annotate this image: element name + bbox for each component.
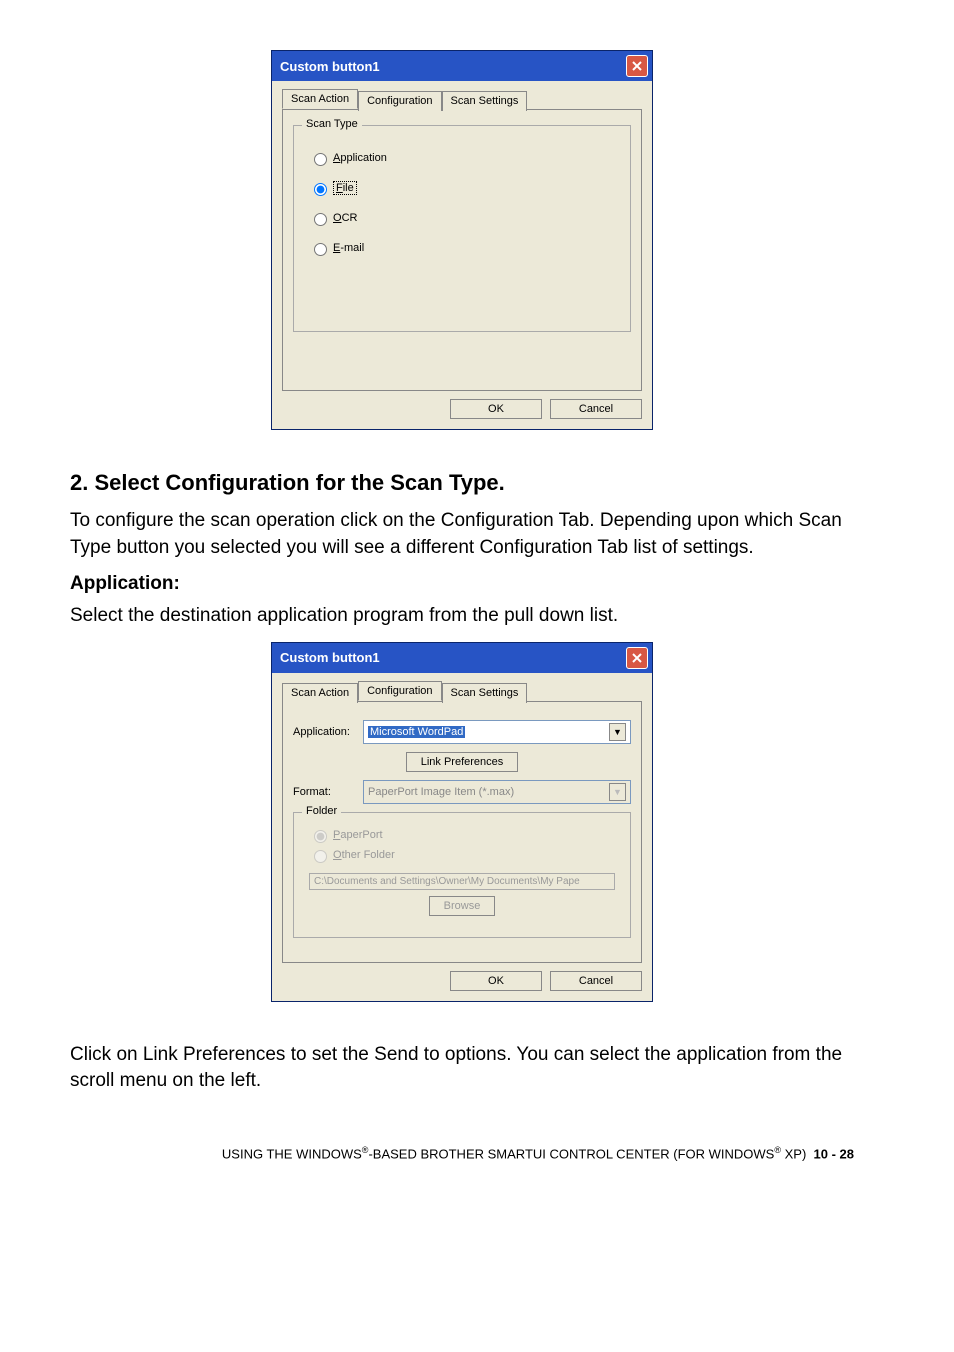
radio-input-other bbox=[314, 850, 327, 863]
radio-label: E-mail bbox=[333, 242, 364, 254]
button-row: OK Cancel bbox=[282, 971, 642, 991]
radio-input-ocr[interactable] bbox=[314, 213, 327, 226]
radio-input-paperport bbox=[314, 830, 327, 843]
radio-label: Application bbox=[333, 152, 387, 164]
radio-ocr[interactable]: OCR bbox=[309, 210, 615, 226]
ok-button[interactable]: OK bbox=[450, 399, 542, 419]
cancel-button[interactable]: Cancel bbox=[550, 971, 642, 991]
page-footer: USING THE WINDOWS ®-BASED BROTHER SMARTUI… bbox=[70, 1145, 854, 1161]
radio-other-folder: Other Folder bbox=[309, 847, 615, 863]
tab-configuration[interactable]: Configuration bbox=[358, 91, 441, 111]
close-icon[interactable] bbox=[626, 55, 648, 77]
close-icon[interactable] bbox=[626, 647, 648, 669]
radio-input-application[interactable] bbox=[314, 153, 327, 166]
dialog-body: Scan Action Configuration Scan Settings … bbox=[272, 81, 652, 429]
radio-paperport: PaperPort bbox=[309, 827, 615, 843]
sub-heading: Application: bbox=[70, 573, 854, 595]
radio-label: OCR bbox=[333, 212, 357, 224]
format-row: Format: PaperPort Image Item (*.max) ▼ bbox=[293, 780, 631, 804]
browse-button: Browse bbox=[429, 896, 496, 916]
footer-text-mid: -BASED BROTHER SMARTUI CONTROL CENTER (F… bbox=[368, 1146, 774, 1161]
groupbox-title: Folder bbox=[302, 805, 341, 817]
cancel-button[interactable]: Cancel bbox=[550, 399, 642, 419]
titlebar: Custom button1 bbox=[272, 643, 652, 673]
path-field bbox=[309, 873, 615, 890]
dialog-body: Scan Action Configuration Scan Settings … bbox=[272, 673, 652, 1001]
folder-group: Folder PaperPort Other Folder Browse bbox=[293, 812, 631, 938]
link-preferences-button[interactable]: Link Preferences bbox=[406, 752, 519, 772]
radio-label: PaperPort bbox=[333, 829, 383, 841]
radio-application[interactable]: Application bbox=[309, 150, 615, 166]
tab-scan-action[interactable]: Scan Action bbox=[282, 89, 358, 109]
radio-input-file[interactable] bbox=[314, 183, 327, 196]
tab-content: Application: Microsoft WordPad ▼ Link Pr… bbox=[282, 701, 642, 963]
body-paragraph: To configure the scan operation click on… bbox=[70, 508, 854, 561]
tab-configuration[interactable]: Configuration bbox=[358, 681, 441, 701]
dialog-scan-action: Custom button1 Scan Action Configuration… bbox=[271, 50, 653, 430]
dialog-configuration: Custom button1 Scan Action Configuration… bbox=[271, 642, 653, 1002]
format-combo: PaperPort Image Item (*.max) ▼ bbox=[363, 780, 631, 804]
tab-strip: Scan Action Configuration Scan Settings bbox=[282, 681, 642, 701]
tab-strip: Scan Action Configuration Scan Settings bbox=[282, 89, 642, 109]
footer-text-post: XP) bbox=[781, 1146, 806, 1161]
scan-type-group: Scan Type Application File OCR bbox=[293, 125, 631, 332]
button-row: OK Cancel bbox=[282, 399, 642, 419]
tab-content: Scan Type Application File OCR bbox=[282, 109, 642, 391]
tab-scan-action[interactable]: Scan Action bbox=[282, 683, 358, 703]
footer-text-pre: USING THE WINDOWS bbox=[222, 1146, 362, 1161]
registered-icon: ® bbox=[774, 1145, 781, 1155]
page-number: 10 - 28 bbox=[814, 1146, 854, 1161]
dialog-title: Custom button1 bbox=[280, 59, 380, 74]
chevron-down-icon: ▼ bbox=[609, 783, 626, 801]
chevron-down-icon[interactable]: ▼ bbox=[609, 723, 626, 741]
body-paragraph: Click on Link Preferences to set the Sen… bbox=[70, 1042, 854, 1095]
body-paragraph: Select the destination application progr… bbox=[70, 603, 854, 630]
application-combo[interactable]: Microsoft WordPad ▼ bbox=[363, 720, 631, 744]
tab-scan-settings[interactable]: Scan Settings bbox=[442, 683, 528, 703]
format-label: Format: bbox=[293, 786, 363, 798]
radio-label: Other Folder bbox=[333, 849, 395, 861]
ok-button[interactable]: OK bbox=[450, 971, 542, 991]
section-heading: 2. Select Configuration for the Scan Typ… bbox=[70, 470, 854, 496]
radio-input-email[interactable] bbox=[314, 243, 327, 256]
radio-label: File bbox=[333, 181, 357, 195]
application-row: Application: Microsoft WordPad ▼ bbox=[293, 720, 631, 744]
combo-value: Microsoft WordPad bbox=[368, 726, 465, 738]
combo-value: PaperPort Image Item (*.max) bbox=[368, 786, 514, 798]
dialog-title: Custom button1 bbox=[280, 650, 380, 665]
titlebar: Custom button1 bbox=[272, 51, 652, 81]
radio-email[interactable]: E-mail bbox=[309, 240, 615, 256]
radio-file[interactable]: File bbox=[309, 180, 615, 196]
groupbox-title: Scan Type bbox=[302, 118, 362, 130]
tab-scan-settings[interactable]: Scan Settings bbox=[442, 91, 528, 111]
application-label: Application: bbox=[293, 726, 363, 738]
